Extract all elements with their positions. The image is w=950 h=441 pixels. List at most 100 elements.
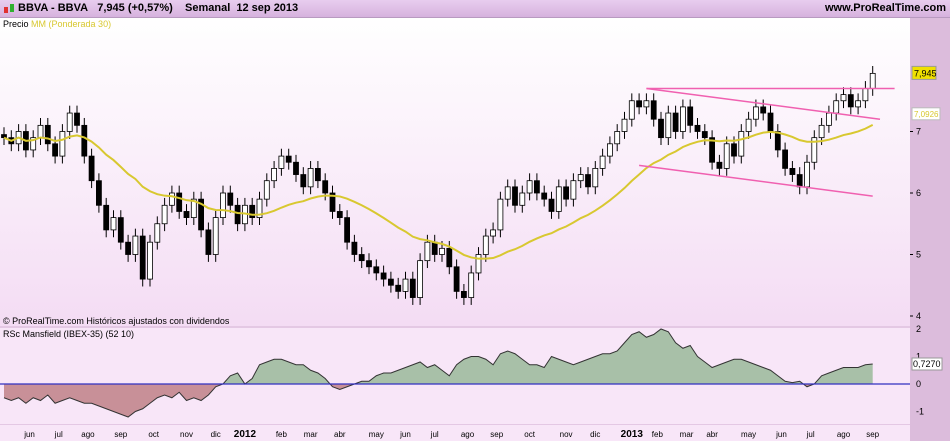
candle bbox=[103, 197, 110, 238]
candle-body bbox=[198, 198, 205, 231]
candle-body bbox=[139, 235, 146, 280]
candle bbox=[614, 124, 621, 152]
candle-body bbox=[563, 186, 569, 200]
trendline bbox=[646, 87, 881, 120]
candle bbox=[154, 216, 161, 250]
x-tick-label: sep bbox=[114, 430, 127, 439]
candle-body bbox=[424, 241, 431, 262]
candle bbox=[650, 93, 657, 127]
candle-body bbox=[796, 174, 803, 188]
candle bbox=[709, 130, 715, 170]
candle bbox=[417, 253, 424, 305]
candle-body bbox=[585, 174, 591, 188]
candle bbox=[855, 93, 861, 115]
candle-body bbox=[212, 217, 219, 255]
candle bbox=[607, 136, 613, 164]
candle-body bbox=[278, 155, 285, 169]
last-price-label: 7,945 bbox=[914, 68, 937, 78]
candle-body bbox=[643, 100, 650, 108]
candle bbox=[256, 191, 263, 225]
candle-body bbox=[409, 278, 416, 298]
candle bbox=[263, 173, 270, 207]
candle bbox=[358, 247, 365, 269]
x-tick-label: jun bbox=[775, 430, 787, 439]
candle-body bbox=[782, 149, 788, 169]
candle bbox=[314, 161, 321, 189]
price-change: 7,945 (+0,57%) bbox=[97, 2, 173, 14]
candle-body bbox=[811, 137, 818, 163]
candle-body bbox=[592, 167, 599, 188]
rsc-value-label: 0,7270 bbox=[913, 359, 941, 369]
candle-body bbox=[96, 180, 102, 206]
x-tick-label: nov bbox=[180, 430, 193, 439]
candle bbox=[475, 247, 482, 281]
candle-body bbox=[329, 192, 336, 212]
candle bbox=[636, 93, 642, 115]
candle-body bbox=[256, 198, 263, 218]
x-tick-label: 2012 bbox=[234, 429, 257, 440]
candle-body bbox=[293, 161, 299, 175]
candle bbox=[577, 167, 584, 189]
candle-body bbox=[227, 192, 234, 206]
x-tick-label: sep bbox=[866, 430, 879, 439]
candle-body bbox=[826, 112, 832, 126]
candle-body bbox=[263, 180, 270, 200]
candle bbox=[176, 185, 183, 219]
candle bbox=[570, 173, 577, 207]
candle bbox=[161, 197, 168, 232]
candle bbox=[190, 191, 197, 225]
candle-body bbox=[504, 186, 511, 200]
candle-body bbox=[833, 100, 840, 114]
candle-body bbox=[855, 100, 861, 108]
candle-body bbox=[103, 204, 110, 231]
candle bbox=[234, 197, 241, 232]
candle bbox=[482, 228, 489, 262]
candle-body bbox=[745, 118, 752, 132]
candle-body bbox=[176, 192, 183, 212]
rsc-tick-label: 1 bbox=[916, 352, 921, 362]
candle-body bbox=[285, 155, 292, 163]
candle bbox=[468, 265, 475, 305]
candle bbox=[329, 185, 336, 219]
x-tick-label: ago bbox=[81, 430, 95, 439]
candle-body bbox=[74, 112, 80, 126]
price-legend: Precio MM (Ponderada 30) bbox=[3, 19, 111, 29]
candle-body bbox=[665, 112, 672, 139]
candle bbox=[541, 185, 548, 207]
ma-legend-label: MM (Ponderada 30) bbox=[31, 19, 112, 29]
y-tick-label: 6 bbox=[916, 188, 921, 198]
candle-body bbox=[417, 260, 424, 298]
candle-body bbox=[81, 124, 88, 157]
candle bbox=[409, 271, 416, 305]
period: Semanal bbox=[185, 2, 231, 14]
candle bbox=[774, 124, 781, 158]
candle-body bbox=[468, 272, 475, 298]
candle-body bbox=[147, 241, 153, 280]
candle-body bbox=[599, 155, 606, 169]
rsc-value-badge bbox=[911, 357, 943, 371]
candle-body bbox=[234, 204, 241, 225]
candle bbox=[132, 228, 139, 262]
candle bbox=[599, 148, 606, 176]
candle bbox=[351, 234, 358, 262]
candle bbox=[110, 210, 117, 238]
candle bbox=[30, 130, 37, 158]
candle bbox=[307, 161, 314, 195]
candle-body bbox=[161, 204, 168, 225]
x-tick-label: abr bbox=[334, 430, 346, 439]
candle-body bbox=[358, 254, 365, 262]
candle-body bbox=[570, 180, 577, 200]
candle-body bbox=[760, 106, 767, 114]
candle-body bbox=[840, 94, 847, 102]
candle-body bbox=[110, 217, 117, 231]
candle bbox=[402, 271, 409, 299]
site-link[interactable]: www.ProRealTime.com bbox=[824, 2, 946, 14]
candle bbox=[753, 99, 759, 127]
candle-body bbox=[614, 131, 621, 145]
candle-body bbox=[307, 167, 314, 188]
candle bbox=[300, 167, 307, 195]
candle-body bbox=[380, 272, 387, 280]
candle bbox=[227, 185, 234, 213]
candle bbox=[1, 127, 7, 146]
candle-body bbox=[402, 278, 409, 292]
